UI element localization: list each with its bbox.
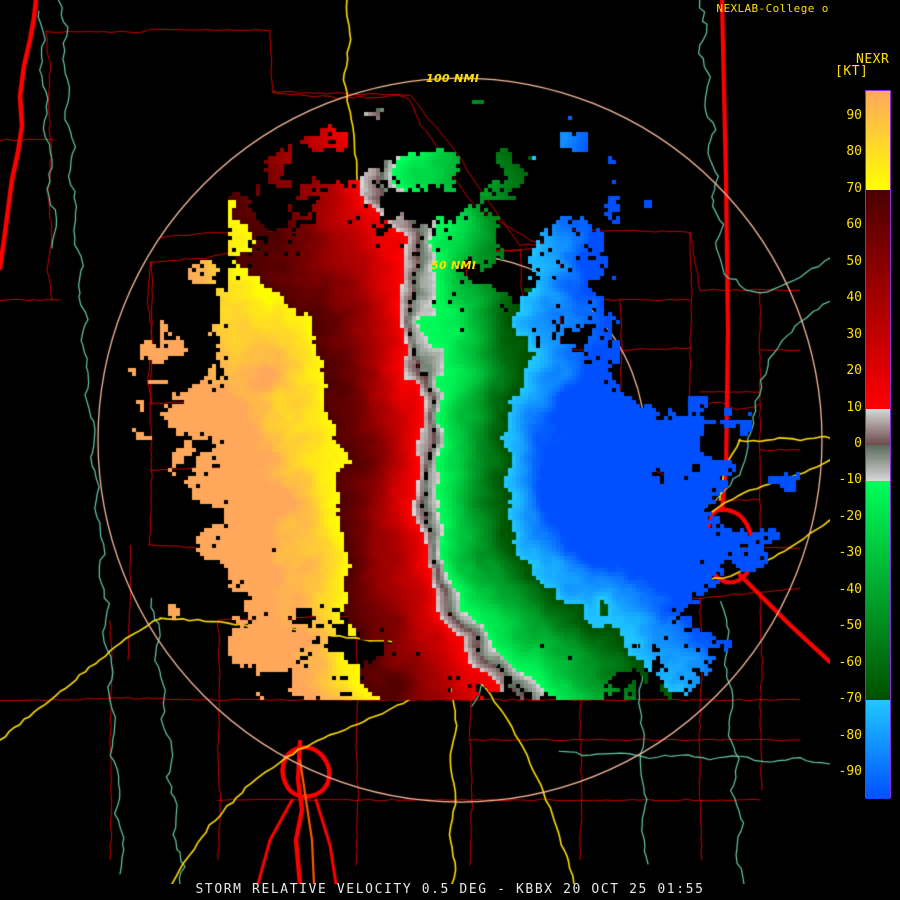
colorbar-title: NEXR <box>856 52 890 67</box>
colorbar-tick--30: -30 <box>838 545 862 561</box>
colorbar-tick-30: 30 <box>846 326 862 342</box>
colorbar-tick--90: -90 <box>838 764 862 780</box>
colorbar-tick-60: 60 <box>846 217 862 233</box>
colorbar-tick--10: -10 <box>838 472 862 488</box>
colorbar-segment-inbound-extreme <box>866 700 890 799</box>
radar-data-canvas <box>0 0 830 884</box>
ring-50nmi-label: 50 NMI <box>431 259 477 272</box>
colorbar-tick--60: -60 <box>838 654 862 670</box>
colorbar-panel: NEXR [KT] 90 80 70 60 50 40 30 20 10 0 -10 -20 -30 -4… <box>830 0 900 900</box>
colorbar-tick--70: -70 <box>838 691 862 707</box>
colorbar-tick-labels: 90 80 70 60 50 40 30 20 10 0 -10 -20 -30 -40 -50 -60 -70… <box>830 0 865 900</box>
colorbar-tick-50: 50 <box>846 253 862 269</box>
colorbar-tick-20: 20 <box>846 363 862 378</box>
colorbar-segment-inbound-strong <box>866 481 890 701</box>
colorbar-tick--80: -80 <box>838 727 862 743</box>
colorbar-segment-near-zero-positive <box>866 408 890 445</box>
colorbar-tick-90: 90 <box>846 107 862 123</box>
colorbar-tick-0: 0 <box>854 436 862 451</box>
colorbar-segment-outbound-extreme <box>866 91 890 190</box>
colorbar-tick-10: 10 <box>846 399 862 415</box>
colorbar-segment-outbound-strong <box>866 189 890 409</box>
colorbar-tick--40: -40 <box>838 581 862 597</box>
colorbar-tick--20: -20 <box>838 508 862 524</box>
colorbar-tick--50: -50 <box>838 618 862 634</box>
colorbar-tick-40: 40 <box>846 290 862 306</box>
colorbar-gradient[interactable] <box>865 90 891 799</box>
ring-100nmi-label: 100 NMI <box>426 72 480 85</box>
colorbar-units: [KT] <box>835 64 869 79</box>
colorbar-segment-near-zero-negative <box>866 445 890 482</box>
colorbar-tick-80: 80 <box>846 144 862 160</box>
colorbar-tick-70: 70 <box>846 180 862 196</box>
status-bar: STORM RELATIVE VELOCITY 0.5 DEG - KBBX 2… <box>195 882 705 897</box>
radar-map-panel[interactable] <box>0 0 830 884</box>
